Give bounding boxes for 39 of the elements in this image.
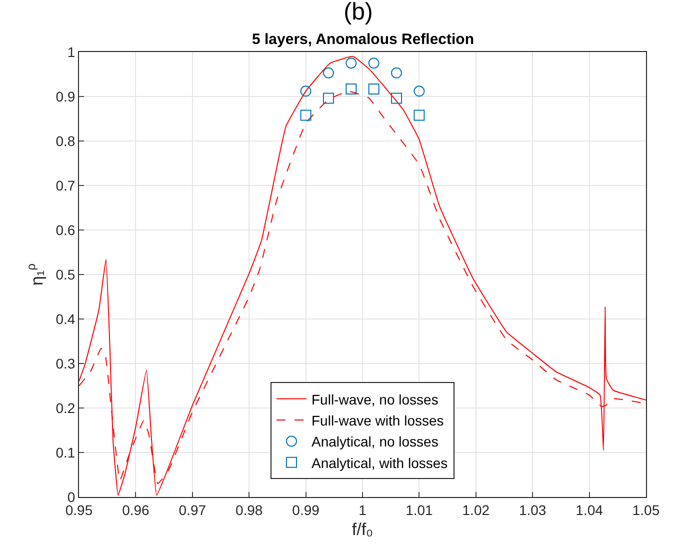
- x-tick-label: 0.97: [178, 502, 206, 518]
- point: [346, 58, 357, 69]
- chart-subtitle: 5 layers, Anomalous Reflection: [252, 31, 474, 48]
- x-tick-label: 0.96: [122, 502, 150, 518]
- point: [414, 86, 425, 97]
- x-tick-label: 0.98: [235, 502, 263, 518]
- y-tick-label: 0.4: [56, 310, 76, 327]
- legend-label: Analytical, no losses: [312, 434, 438, 450]
- legend-label: Analytical, with losses: [312, 454, 448, 471]
- y-tick-label: 0.5: [56, 266, 76, 282]
- x-tick-label: 1.05: [632, 502, 660, 518]
- y-tick-label: 0.6: [56, 222, 76, 238]
- point: [300, 110, 312, 121]
- y-tick-label: 0.7: [56, 177, 76, 194]
- point: [322, 67, 334, 78]
- point: [300, 86, 312, 97]
- x-tick-label: 1.02: [462, 502, 490, 518]
- y-tick-label: 0.2: [56, 400, 76, 416]
- y-tick-label: 0.3: [56, 355, 76, 372]
- point: [391, 92, 402, 104]
- y-tick-label: 1: [67, 44, 76, 60]
- point: [368, 58, 380, 69]
- point: [346, 83, 357, 94]
- x-tick-label: 0.99: [292, 502, 320, 518]
- x-tick-label: 1.03: [518, 502, 546, 518]
- point: [391, 67, 402, 78]
- chart-title: (b): [344, 0, 373, 26]
- x-tick-label: 1.04: [576, 502, 604, 518]
- point: [368, 83, 380, 94]
- legend-label: Full-wave with losses: [312, 412, 444, 428]
- x-axis-title: f/f₀: [352, 520, 374, 540]
- point: [322, 92, 334, 104]
- x-tick-label: 1.01: [406, 502, 434, 518]
- point: [414, 110, 425, 121]
- x-tick-label: 1: [358, 502, 367, 518]
- y-tick-label: 0.1: [56, 444, 76, 460]
- y-tick-label: 0.9: [56, 88, 76, 104]
- y-tick-label: 0.8: [56, 132, 76, 149]
- legend-label: Full-wave, no losses: [312, 391, 438, 408]
